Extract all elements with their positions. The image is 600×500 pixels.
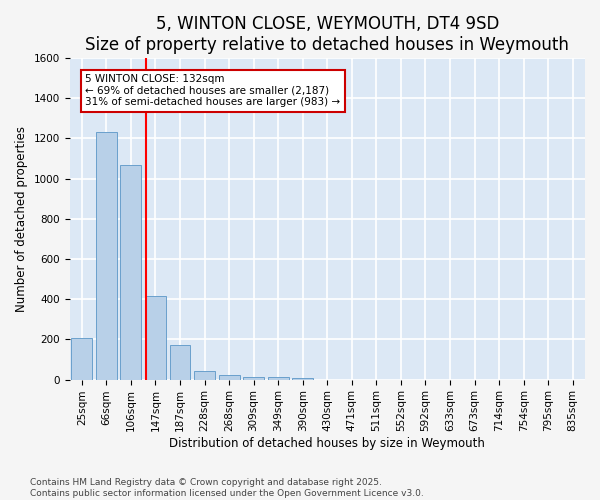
Bar [194, 370, 215, 380]
X-axis label: Distribution of detached houses by size in Weymouth: Distribution of detached houses by size … [169, 437, 485, 450]
Bar [243, 377, 264, 380]
Bar [218, 374, 239, 380]
Bar [71, 338, 92, 380]
Bar [96, 132, 117, 380]
Y-axis label: Number of detached properties: Number of detached properties [15, 126, 28, 312]
Bar [292, 378, 313, 380]
Bar [145, 296, 166, 380]
Bar [268, 377, 289, 380]
Bar [121, 164, 142, 380]
Title: 5, WINTON CLOSE, WEYMOUTH, DT4 9SD
Size of property relative to detached houses : 5, WINTON CLOSE, WEYMOUTH, DT4 9SD Size … [85, 15, 569, 54]
Text: Contains HM Land Registry data © Crown copyright and database right 2025.
Contai: Contains HM Land Registry data © Crown c… [30, 478, 424, 498]
Text: 5 WINTON CLOSE: 132sqm
← 69% of detached houses are smaller (2,187)
31% of semi-: 5 WINTON CLOSE: 132sqm ← 69% of detached… [85, 74, 341, 108]
Bar [170, 346, 190, 380]
